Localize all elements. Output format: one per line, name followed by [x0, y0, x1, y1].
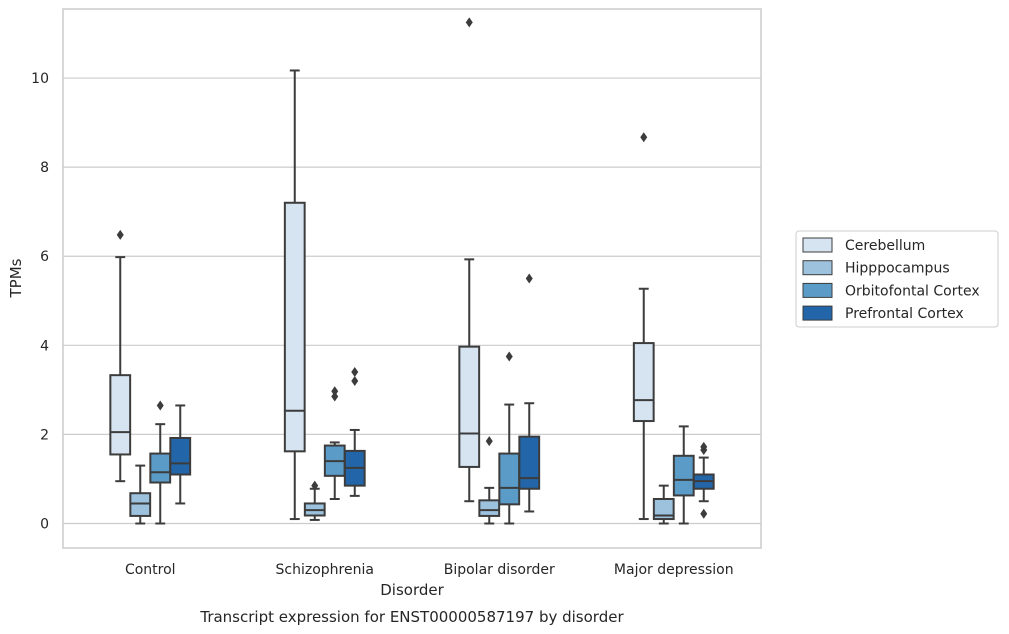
box-iqr	[169, 436, 192, 476]
y-tick-label: 4	[40, 338, 49, 354]
legend-frame	[795, 230, 999, 328]
y-tick-label: 8	[40, 160, 49, 176]
box-iqr	[458, 345, 481, 468]
y-tick-label: 2	[40, 427, 49, 443]
box-cerebellum	[458, 17, 481, 503]
outlier-point	[525, 273, 533, 284]
box-iqr	[478, 499, 501, 517]
box-hipppocampus	[303, 480, 326, 521]
legend-swatch	[802, 305, 833, 321]
y-tick-label: 6	[40, 249, 49, 265]
y-axis-ticks: 0 2 4 6 8 10	[31, 71, 49, 532]
outlier-point	[485, 436, 493, 447]
box-iqr	[498, 452, 521, 506]
box-iqr	[652, 498, 675, 521]
box-orbitofontal-cortex	[149, 400, 172, 525]
box-iqr	[129, 492, 152, 517]
box-hipppocampus	[129, 464, 152, 525]
box-prefrontal-cortex	[343, 367, 366, 497]
box-cerebellum	[632, 132, 655, 521]
boxes	[109, 17, 715, 525]
x-axis-label: Disorder	[380, 581, 444, 599]
x-tick-label: Schizophrenia	[276, 562, 374, 578]
box-iqr	[672, 454, 695, 497]
x-axis-ticks: Control Schizophrenia Bipolar disorder Majo…	[125, 562, 734, 578]
outlier-point	[116, 229, 124, 240]
box-cerebellum	[283, 69, 306, 521]
legend-entry-label: Prefrontal Cortex	[845, 306, 964, 322]
outlier-point	[700, 441, 708, 452]
outlier-point	[331, 386, 339, 397]
y-tick-label: 0	[40, 517, 49, 533]
legend-swatch	[802, 260, 833, 276]
legend: Cerebellum Hipppocampus Orbitofontal Corte…	[795, 230, 999, 328]
box-iqr	[518, 435, 541, 490]
legend-entry-label: Hipppocampus	[845, 261, 950, 277]
box-hipppocampus	[652, 484, 675, 525]
box-prefrontal-cortex	[518, 273, 541, 513]
x-tick-label: Bipolar disorder	[444, 562, 555, 578]
box-prefrontal-cortex	[692, 441, 715, 519]
x-tick-label: Major depression	[614, 562, 734, 578]
box-iqr	[109, 374, 132, 456]
outlier-point	[505, 351, 513, 362]
legend-entry-label: Orbitofontal Cortex	[845, 283, 980, 299]
plot-area-frame	[62, 8, 762, 549]
box-iqr	[632, 342, 655, 423]
outlier-point	[700, 508, 708, 519]
box-orbitofontal-cortex	[323, 386, 346, 500]
box-prefrontal-cortex	[169, 404, 192, 505]
outlier-point	[311, 480, 319, 491]
legend-swatch	[802, 282, 833, 298]
box-cerebellum	[109, 229, 132, 483]
outlier-point	[156, 400, 164, 411]
box-orbitofontal-cortex	[498, 351, 521, 525]
box-iqr	[283, 201, 306, 453]
box-hipppocampus	[478, 436, 501, 525]
outlier-point	[351, 367, 359, 378]
y-tick-label: 10	[31, 71, 49, 87]
legend-swatch	[802, 237, 833, 253]
outlier-point	[331, 391, 339, 402]
x-tick-label: Control	[125, 562, 176, 578]
chart-caption: Transcript expression for ENST0000058719…	[199, 608, 624, 626]
legend-entry-label: Cerebellum	[845, 238, 925, 254]
outlier-point	[640, 132, 648, 143]
box-orbitofontal-cortex	[672, 425, 695, 525]
outlier-point	[465, 17, 473, 28]
y-axis-label: TPMs	[7, 258, 25, 298]
box-iqr	[149, 452, 172, 484]
outlier-point	[351, 375, 359, 386]
